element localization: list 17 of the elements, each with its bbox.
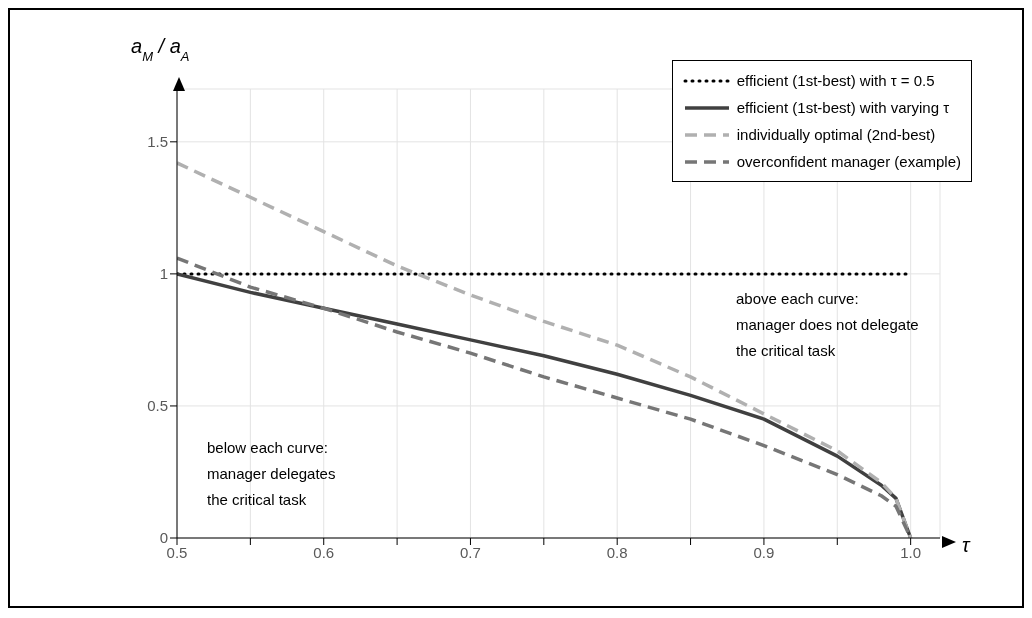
legend-label: efficient (1st-best) with varying τ <box>736 99 950 116</box>
y-tick-label: 1.5 <box>147 133 168 151</box>
legend-label: efficient (1st-best) with τ = 0.5 <box>736 72 935 89</box>
legend-label: overconfident manager (example) <box>736 153 961 170</box>
y-tick-label: 0.5 <box>147 397 168 415</box>
x-tick-label: 1.0 <box>900 543 922 561</box>
x-tick-label: 0.7 <box>460 543 481 561</box>
annotation: above each curve: manager does not delegate the critical task <box>736 289 919 361</box>
x-tick-label: 0.6 <box>313 543 335 561</box>
y-tick-label: 1 <box>159 265 168 283</box>
annotation: below each curve: manager delegates the critical task <box>207 438 336 510</box>
x-tick-label: 0.9 <box>753 543 775 561</box>
y-tick-label: 0 <box>159 529 168 547</box>
y-axis-title: a$_{M}$ / a$_{A}$ <box>131 35 190 64</box>
x-axis-title: τ <box>962 534 971 556</box>
x-tick-label: 0.8 <box>606 543 628 561</box>
legend-label: individually optimal (2nd-best) <box>736 126 936 143</box>
